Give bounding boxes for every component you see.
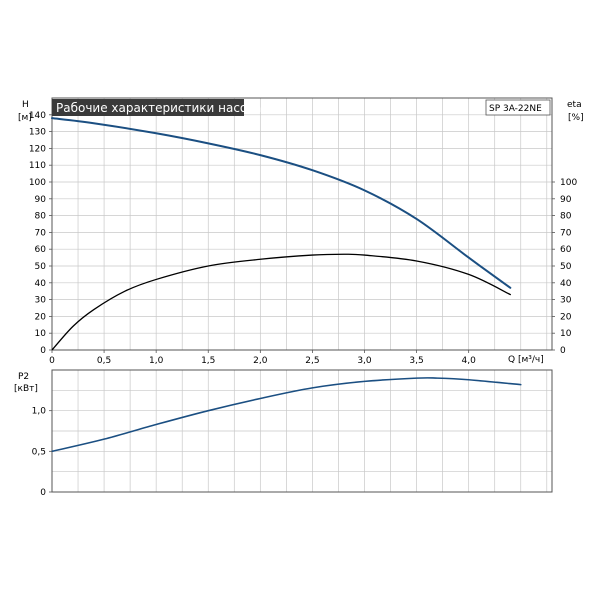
p2-axis-unit: [кВт] <box>14 384 38 394</box>
bottom-curves <box>51 377 522 453</box>
chart-title-box: Рабочие характеристики насоса <box>52 99 261 116</box>
y-tick-label: 100 <box>29 178 46 188</box>
x-tick-label: 0 <box>49 356 55 366</box>
x-tick-label: 4,0 <box>462 356 477 366</box>
y-tick-label: 110 <box>29 161 46 171</box>
y-tick-label: 90 <box>35 195 47 205</box>
y2-tick-label: 80 <box>560 212 572 222</box>
y-tick-label: 140 <box>29 111 46 121</box>
x-tick-label: 2,0 <box>253 356 268 366</box>
model-label-background <box>485 99 551 116</box>
y-tick-label: 40 <box>35 279 47 289</box>
y-tick-label: 60 <box>35 245 47 255</box>
model-label: SP 3A-22NE <box>489 104 542 114</box>
x-tick-label: 1,0 <box>149 356 164 366</box>
y-tick-label: 50 <box>35 262 47 272</box>
y2-tick-label: 100 <box>560 178 577 188</box>
bottom-y-tick-labels: 0 0,5 1,0 <box>32 407 52 498</box>
top-x-tick-labels: 0 0,5 1,0 1,5 2,0 2,5 3,0 3,5 4,0 <box>49 350 476 366</box>
power-panel: 0 0,5 1,0 P2 [кВт] <box>14 369 553 498</box>
top-curves <box>51 117 512 351</box>
x-axis-title: Q [м³/ч] <box>508 355 544 365</box>
y2-tick-label: 70 <box>560 228 572 238</box>
p2-axis-title: P2 <box>18 372 29 382</box>
bottom-plot-frame <box>51 369 553 493</box>
p2-tick-label: 1,0 <box>32 407 47 417</box>
y-tick-label: 0 <box>40 346 46 356</box>
x-tick-label: 2,5 <box>305 356 319 366</box>
y2-axis-unit-percent: [%] <box>568 113 584 123</box>
chart-title-background <box>52 99 244 116</box>
y-tick-label: 70 <box>35 228 47 238</box>
model-label-box: SP 3A-22NE <box>485 99 551 116</box>
x-tick-label: 3,5 <box>409 356 423 366</box>
eta-curve <box>51 253 511 351</box>
y2-tick-label: 90 <box>560 195 572 205</box>
y2-tick-label: 20 <box>560 312 572 322</box>
y-tick-label: 20 <box>35 312 47 322</box>
y2-tick-label: 30 <box>560 296 572 306</box>
top-y-tick-labels: 0 10 20 30 40 50 60 70 80 90 100 110 120 130 140 <box>29 111 52 356</box>
head-efficiency-panel: 0 0,5 1,0 1,5 2,0 2,5 3,0 3,5 4,0 0 10 20 30 40 50 60 7… <box>18 97 584 366</box>
y-tick-label: 120 <box>29 144 46 154</box>
head-curve <box>51 117 512 289</box>
y2-tick-label: 60 <box>560 245 572 255</box>
x-tick-label: 3,0 <box>357 356 372 366</box>
y2-tick-label: 10 <box>560 329 572 339</box>
y-tick-label: 130 <box>29 128 46 138</box>
y2-tick-label: 0 <box>560 346 566 356</box>
top-plot-frame <box>51 97 553 351</box>
top-y2-tick-labels: 0 10 20 30 40 50 60 70 80 90 100 <box>552 178 577 356</box>
x-tick-label: 1,5 <box>201 356 215 366</box>
y2-axis-title-eta: eta <box>567 100 582 110</box>
p2-tick-label: 0,5 <box>32 447 46 457</box>
y-tick-label: 10 <box>35 329 47 339</box>
y-tick-label: 80 <box>35 212 47 222</box>
power-curve <box>51 377 522 453</box>
y2-tick-label: 50 <box>560 262 572 272</box>
y2-tick-label: 40 <box>560 279 572 289</box>
y-axis-unit-m: [м] <box>18 113 32 123</box>
y-tick-label: 30 <box>35 296 47 306</box>
y-axis-title-h: H <box>22 100 29 110</box>
x-tick-label: 0,5 <box>97 356 111 366</box>
top-grid <box>51 97 552 351</box>
p2-tick-label: 0 <box>40 488 46 498</box>
chart-title: Рабочие характеристики насоса <box>56 101 261 115</box>
